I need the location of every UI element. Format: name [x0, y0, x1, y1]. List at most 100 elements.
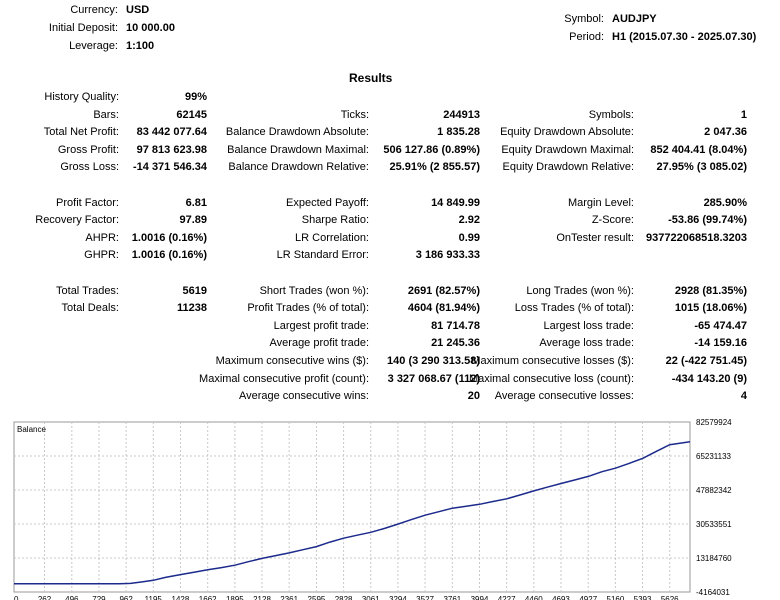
stat-c3-13-value: 4 [740, 390, 747, 403]
stat-c2-11-label: Average profit trade: [269, 337, 369, 350]
x-tick-label: 5160 [607, 595, 625, 600]
stat-c3-7-value: 2928 (81.35%) [674, 284, 747, 297]
stat-c3-3-label: Equity Drawdown Relative: [502, 161, 634, 174]
stat-c2-13-value: 3 327 068.67 (112) [387, 372, 480, 385]
stat-c3-5-label: Z-Score: [591, 214, 634, 227]
history-quality-label: History Quality: [44, 91, 119, 103]
stat-c2-14-label: Average consecutive wins: [238, 390, 369, 403]
stat-c2-1-label: Balance Drawdown Absolute: [225, 126, 369, 139]
x-tick-label: 2828 [335, 595, 353, 600]
y-tick-label: 30533551 [696, 520, 732, 529]
stat-c2-4-label: Expected Payoff: [286, 196, 369, 209]
stat-c3-4-label: Margin Level: [567, 196, 634, 209]
x-tick-label: 4227 [498, 595, 516, 600]
header-right-1-label: Period: [569, 31, 604, 43]
stat-c3-5-value: -53.86 (99.74%) [668, 214, 747, 227]
header-right-0-value: AUDJPY [612, 13, 657, 25]
stat-c1-9-value: 11238 [177, 302, 207, 315]
x-tick-label: 1662 [199, 595, 217, 600]
stat-c3-1-value: 2 047.36 [704, 126, 747, 139]
stat-c2-10-label: Largest profit trade: [273, 319, 369, 332]
stat-c3-7-label: Long Trades (won %): [526, 284, 634, 297]
stat-c3-1-label: Equity Drawdown Absolute: [500, 126, 634, 139]
history-quality-value: 99% [184, 91, 207, 103]
header-left-2-value: 1:100 [126, 40, 155, 52]
stat-c1-2-label: Gross Profit: [57, 143, 119, 156]
header-right-0-label: Symbol: [564, 13, 604, 25]
stat-c1-6-label: AHPR: [85, 231, 119, 244]
header-left-2-label: Leverage: [69, 40, 118, 52]
x-tick-label: 3294 [389, 595, 407, 600]
x-tick-label: 3527 [416, 595, 434, 600]
y-tick-label: 13184760 [696, 554, 732, 563]
stat-c1-5-value: 97.89 [179, 214, 207, 227]
header-left-1-value: 10 000.00 [126, 22, 175, 34]
stat-c1-3-value: -14 371 546.34 [132, 161, 207, 174]
stat-c2-11-value: 21 245.36 [431, 337, 480, 350]
x-tick-label: 3061 [362, 595, 380, 600]
stat-c2-6-label: LR Correlation: [295, 231, 369, 244]
stat-c3-12-value: -434 143.20 (9) [671, 372, 747, 385]
stat-c3-12-label: Maximal consecutive loss (count): [468, 372, 634, 385]
stat-c1-7-label: GHPR: [84, 249, 119, 262]
x-tick-label: 729 [92, 595, 106, 600]
stat-c3-4-value: 285.90% [703, 196, 747, 209]
y-tick-label: 82579924 [696, 418, 732, 427]
balance-chart: Balance 82579924 65231133 47882342 30533551… [13, 418, 732, 600]
y-axis-ticks: 82579924 65231133 47882342 30533551 13184760… [696, 418, 732, 597]
x-tick-label: 0 [14, 595, 19, 600]
header-right-1-value: H1 (2015.07.30 - 2025.07.30) [612, 31, 757, 43]
x-tick-label: 1895 [226, 595, 244, 600]
stat-c1-2-value: 97 813 623.98 [136, 143, 207, 156]
x-tick-label: 2361 [280, 595, 298, 600]
x-tick-label: 262 [38, 595, 52, 600]
chart-grid [14, 422, 690, 592]
stat-c3-9-label: Largest loss trade: [543, 319, 635, 332]
stat-c3-10-value: -14 159.16 [694, 337, 747, 350]
stat-c2-7-value: 3 186 933.33 [415, 249, 480, 262]
stat-c2-2-label: Balance Drawdown Maximal: [227, 143, 369, 156]
stat-c1-1-value: 83 442 077.64 [136, 126, 207, 139]
stat-c3-10-label: Average loss trade: [539, 337, 634, 350]
stat-c3-3-value: 27.95% (3 085.02) [656, 161, 747, 174]
stat-c2-10-value: 81 714.78 [431, 319, 480, 332]
stat-c1-8-label: Total Trades: [56, 284, 119, 297]
stat-c1-1-label: Total Net Profit: [43, 126, 119, 139]
stat-c3-2-value: 852 404.41 (8.04%) [650, 143, 747, 156]
x-tick-label: 3994 [471, 595, 489, 600]
stat-c3-2-label: Equity Drawdown Maximal: [501, 143, 634, 156]
stat-c3-6-label: OnTester result: [556, 231, 634, 244]
stat-c1-7-value: 1.0016 (0.16%) [131, 249, 207, 262]
stat-c3-6-value: 937722068518.3203 [646, 231, 747, 244]
stat-c1-6-value: 1.0016 (0.16%) [131, 231, 207, 244]
stat-c1-5-label: Recovery Factor: [35, 214, 119, 227]
x-tick-label: 3761 [443, 595, 461, 600]
chart-title: Balance [17, 425, 46, 434]
x-tick-label: 496 [65, 595, 79, 600]
header-left-0-label: Currency: [70, 4, 118, 16]
stat-c3-0-label: Symbols: [588, 108, 634, 121]
stat-c3-0-value: 1 [740, 108, 747, 121]
results-title: Results [349, 71, 393, 85]
stat-c2-14-value: 20 [467, 390, 480, 403]
x-tick-label: 4460 [525, 595, 543, 600]
stat-c2-4-value: 14 849.99 [431, 196, 480, 209]
stat-c2-2-value: 506 127.86 (0.89%) [383, 143, 480, 156]
stat-c2-5-value: 2.92 [458, 214, 480, 227]
header-left-0-value: USD [126, 4, 150, 16]
stat-c1-3-label: Gross Loss: [60, 161, 119, 174]
stat-c3-13-label: Average consecutive losses: [494, 390, 634, 403]
stat-c2-12-label: Maximum consecutive wins ($): [215, 355, 369, 367]
stat-c2-3-value: 25.91% (2 855.57) [389, 161, 480, 174]
stat-c1-4-value: 6.81 [185, 196, 207, 209]
x-tick-label: 2595 [308, 595, 326, 600]
x-tick-label: 962 [119, 595, 133, 600]
plot-area [13, 421, 691, 593]
stat-c2-6-value: 0.99 [458, 231, 480, 244]
y-tick-label: 47882342 [696, 486, 732, 495]
y-tick-label: 65231133 [696, 452, 732, 461]
stat-c2-8-value: 2691 (82.57%) [407, 284, 480, 297]
stat-c1-0-value: 62145 [176, 108, 207, 121]
stat-c2-0-value: 244913 [443, 108, 480, 121]
x-axis-ticks: 0 262 496 729 962 1195 1428 1662 1895 2128 2361 259… [14, 595, 679, 600]
